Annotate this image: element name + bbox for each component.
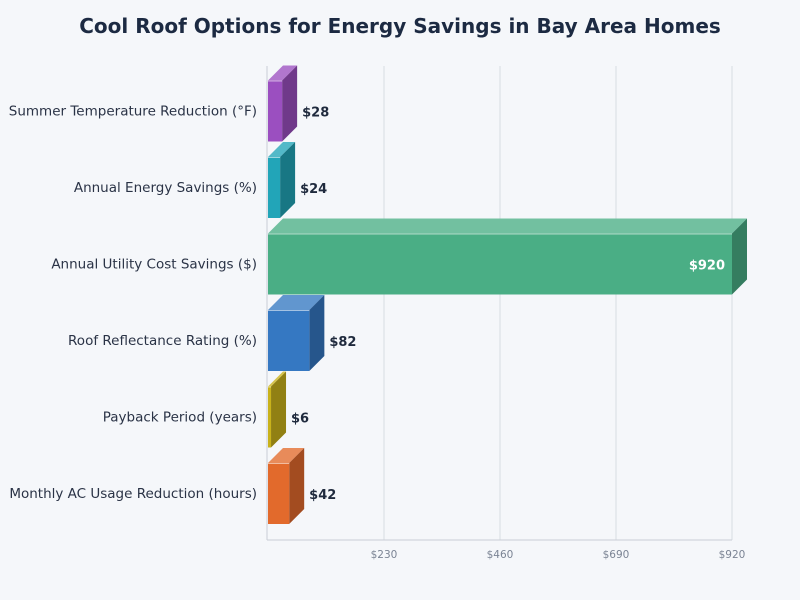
bar-top-face [268,65,298,81]
value-label: $82 [329,335,356,350]
value-label: $6 [291,412,309,427]
x-tick-label: $460 [487,549,514,561]
category-label: Annual Energy Savings (%) [74,180,257,196]
bar-side-face [309,295,325,371]
category-label: Payback Period (years) [103,410,257,426]
value-label: $28 [302,106,329,121]
bar-side-face [271,371,287,448]
category-label: Summer Temperature Reduction (°F) [9,104,257,120]
bar[interactable] [268,310,310,371]
value-label: $42 [309,488,336,503]
bar-side-face [289,448,305,524]
bar-side-face [280,142,296,218]
x-tick-label: $920 [719,549,746,561]
bar[interactable] [268,386,272,448]
category-label: Monthly AC Usage Reduction (hours) [9,486,257,502]
bar[interactable] [268,463,290,524]
x-tick-label: $690 [603,549,630,561]
chart-title: Cool Roof Options for Energy Savings in … [79,14,721,38]
bar-top-face [268,142,296,157]
x-tick-label: $230 [371,549,398,561]
bar[interactable] [268,157,281,218]
bar[interactable] [268,80,283,142]
bar-top-face [268,295,325,310]
bar-top-face [268,218,747,234]
bar-side-face [282,65,298,142]
bar[interactable] [268,233,732,295]
category-label: Roof Reflectance Rating (%) [68,333,257,349]
category-label: Annual Utility Cost Savings ($) [51,257,257,273]
bar-top-face [268,371,287,387]
bar-side-face [732,218,747,295]
value-label: $24 [300,182,327,197]
bar-top-face [268,448,305,463]
value-label: $920 [689,259,725,274]
